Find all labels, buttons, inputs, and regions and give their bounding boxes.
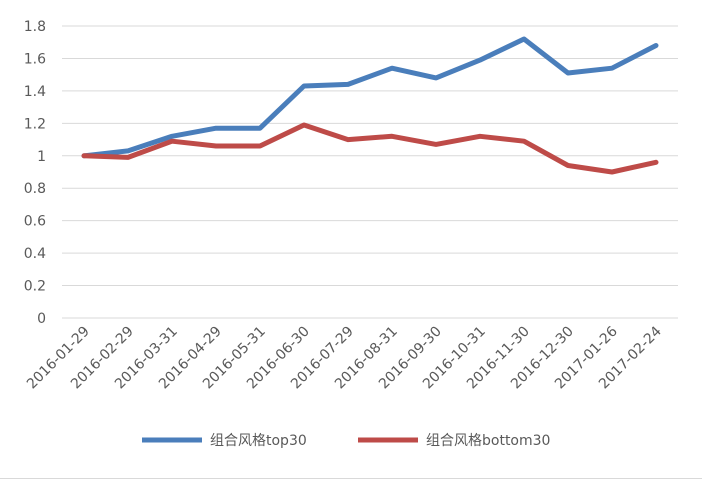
y-tick-label: 0.6: [24, 214, 46, 230]
legend-label: 组合风格bottom30: [426, 433, 550, 449]
y-tick-label: 0.2: [24, 279, 46, 295]
y-tick-label: 1.2: [24, 116, 46, 132]
bottom-divider: [0, 478, 702, 479]
legend: 组合风格top30 组合风格bottom30: [142, 433, 550, 449]
series-lines: [81, 36, 659, 175]
y-tick-label: 1.4: [24, 84, 46, 100]
y-tick-label: 0: [37, 311, 46, 327]
series-line-bottom30: [81, 122, 659, 175]
legend-label: 组合风格top30: [210, 433, 307, 449]
y-tick-label: 0.4: [24, 246, 46, 262]
y-tick-label: 1.8: [24, 19, 46, 35]
y-tick-label: 1: [37, 149, 46, 165]
x-axis-tick-labels: 2016-01-292016-02-292016-03-312016-04-29…: [24, 323, 665, 392]
y-axis-tick-labels: 0 0.2 0.4 0.6 0.8 1 1.2 1.4 1.6 1.8: [24, 19, 46, 327]
y-tick-label: 1.6: [24, 51, 46, 67]
y-tick-label: 0.8: [24, 181, 46, 197]
series-line-top30: [81, 36, 659, 159]
gridlines: [62, 25, 678, 319]
